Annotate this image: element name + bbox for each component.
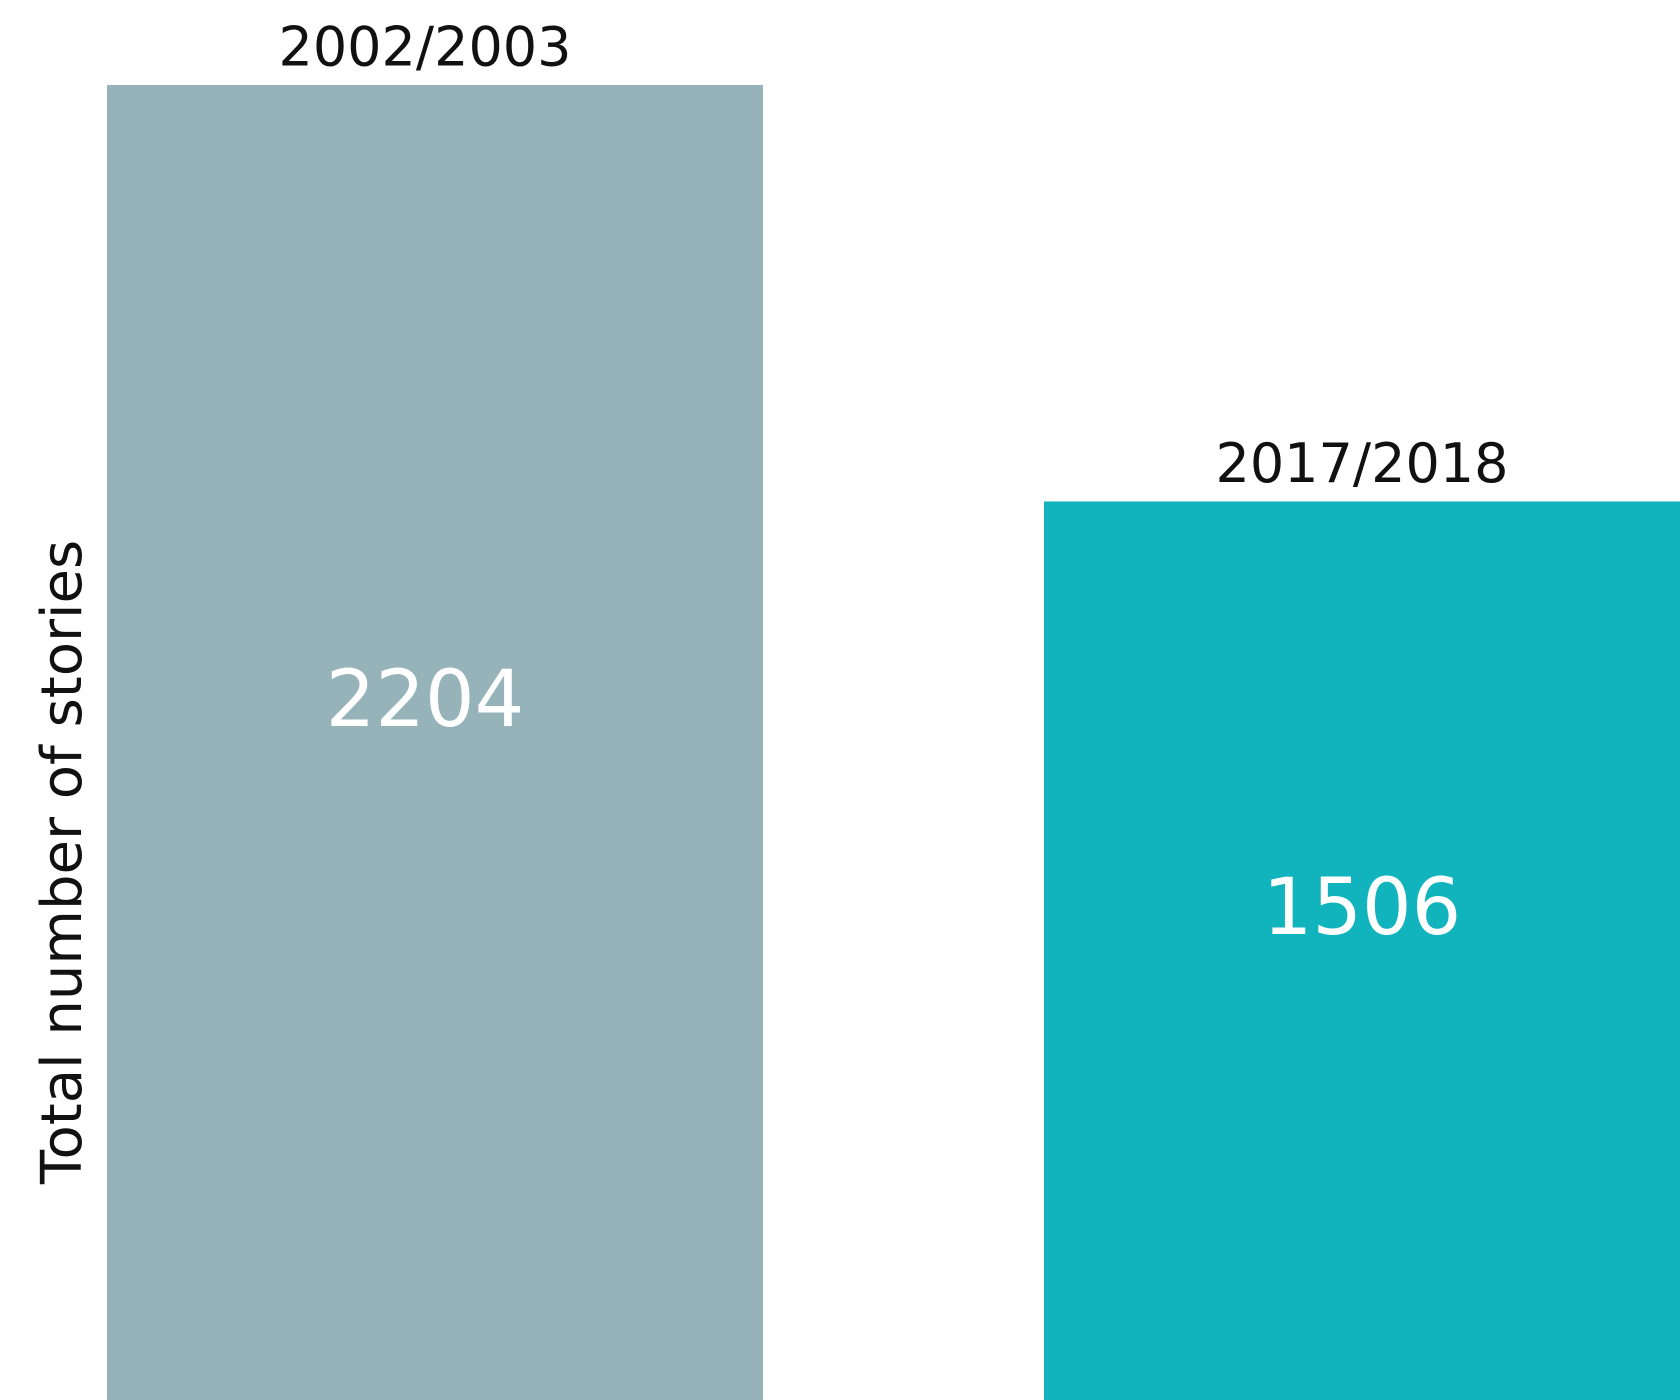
y-axis-label: Total number of stories [30,540,95,1185]
value-label: 2204 [326,655,525,745]
value-label: 1506 [1263,863,1462,953]
category-label: 2002/2003 [278,16,571,79]
category-label: 2017/2018 [1215,432,1508,495]
bar [1044,501,1680,1400]
bar [107,85,763,1400]
